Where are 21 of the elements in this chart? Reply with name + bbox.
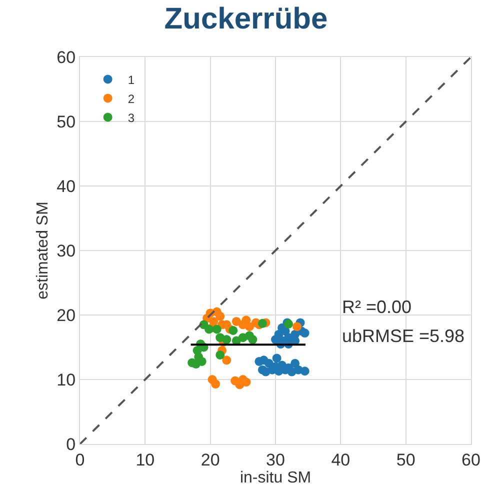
y-tick-label: 10 — [56, 370, 76, 390]
annotation: ubRMSE =5.98 — [342, 326, 465, 346]
x-axis-title: in-situ SM — [240, 469, 312, 486]
x-tick-label: 40 — [331, 450, 350, 470]
x-tick-label: 30 — [266, 450, 285, 470]
y-tick-label: 50 — [56, 112, 76, 132]
y-tick-label: 0 — [66, 434, 76, 454]
y-tick-label: 60 — [56, 48, 76, 67]
x-tick-label: 20 — [200, 450, 220, 470]
y-tick-label: 40 — [56, 176, 76, 196]
x-tick-label: 60 — [462, 450, 480, 470]
legend-label: 2 — [128, 92, 135, 106]
legend-label: 3 — [128, 110, 135, 125]
y-axis-title: estimated SM — [34, 202, 52, 300]
x-tick-label: 50 — [396, 450, 416, 470]
annotation: R² =0.00 — [342, 297, 412, 317]
y-tick-label: 30 — [56, 241, 76, 260]
legend-label: 1 — [128, 72, 135, 87]
y-tick-label: 20 — [56, 306, 76, 325]
chart-title: Zuckerrübe — [164, 2, 328, 36]
x-tick-label: 10 — [136, 450, 155, 470]
